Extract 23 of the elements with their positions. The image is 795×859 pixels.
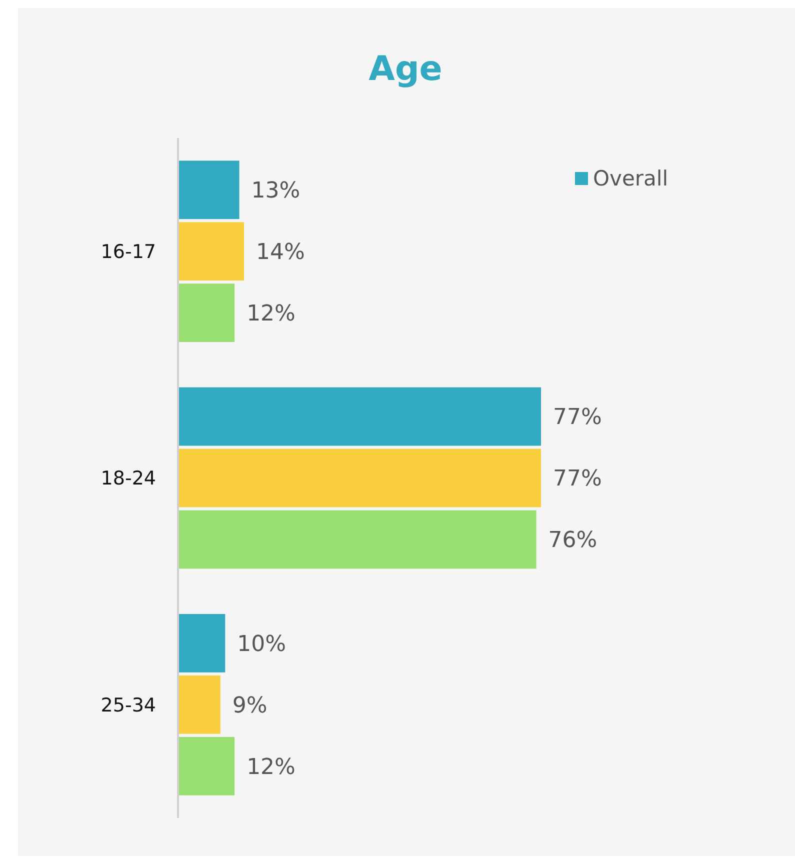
data-label: 76%: [548, 528, 598, 554]
bar: [178, 160, 240, 220]
chart-title: Age: [368, 49, 442, 89]
bar: [178, 222, 244, 281]
y-tick-label: 16-17: [100, 240, 156, 263]
bar: [178, 675, 220, 734]
data-label: 10%: [237, 632, 286, 657]
data-label: 12%: [246, 754, 296, 780]
bar: [178, 736, 235, 796]
y-tick-label: 25-34: [100, 694, 156, 716]
data-label: 77%: [553, 405, 602, 430]
data-label: 13%: [251, 178, 300, 204]
data-label: 9%: [232, 693, 268, 718]
bar: [178, 614, 226, 672]
y-tick-label: 18-24: [100, 468, 156, 490]
bar: [178, 284, 235, 342]
data-label: 14%: [256, 240, 305, 266]
data-label: 77%: [553, 466, 602, 492]
bar: [178, 387, 541, 446]
legend-label: Overall: [593, 166, 668, 190]
data-label: 12%: [246, 302, 296, 326]
bar: [178, 448, 541, 508]
bar: [178, 510, 536, 569]
